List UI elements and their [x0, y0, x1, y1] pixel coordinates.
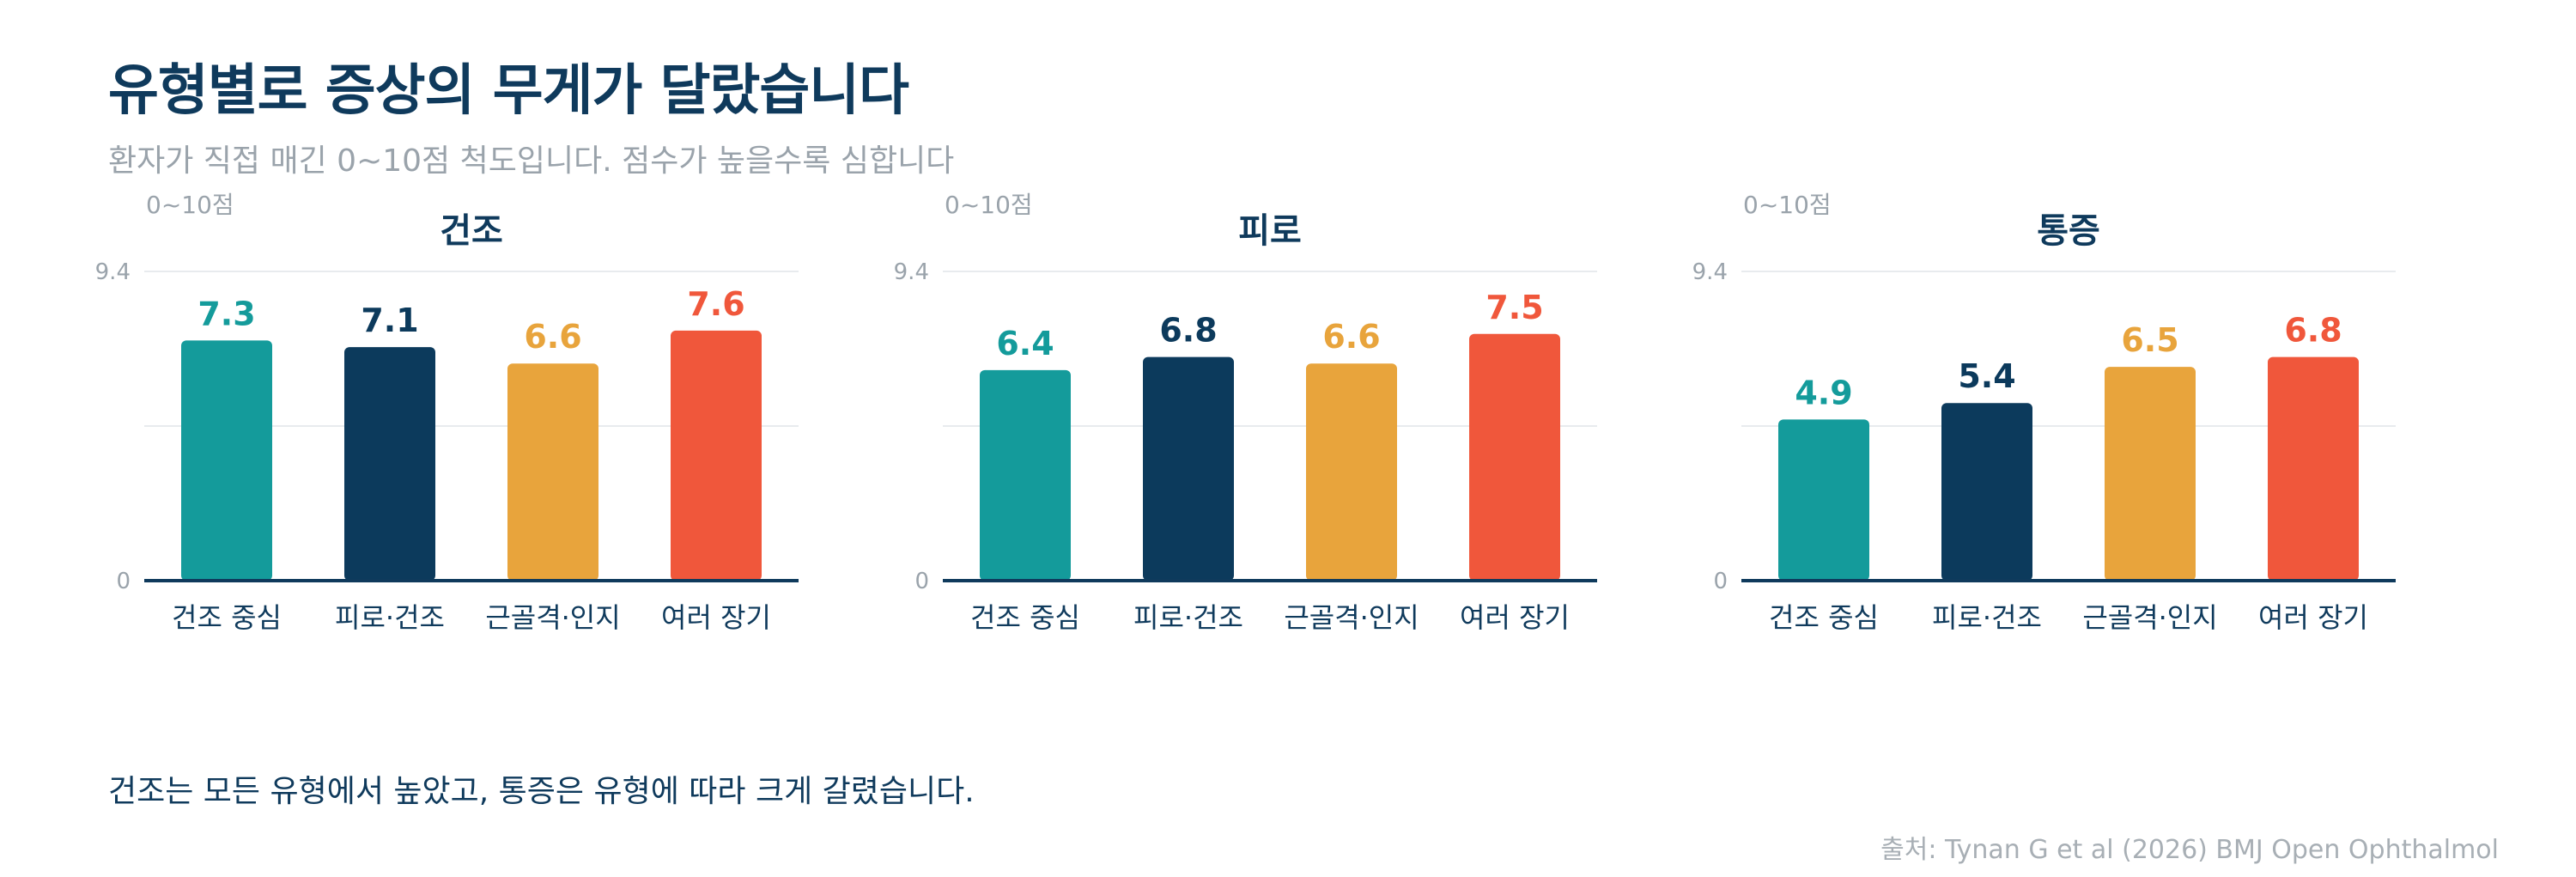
chart-takeaway: 건조는 모든 유형에서 높았고, 통증은 유형에 따라 크게 갈렸습니다.: [108, 774, 975, 809]
bar: [181, 340, 272, 581]
bar: [344, 347, 435, 581]
y-tick-label: 0: [914, 569, 929, 594]
value-label: 6.4: [996, 325, 1054, 362]
value-label: 7.3: [197, 295, 255, 332]
bar: [2268, 356, 2359, 581]
category-label: 건조 중심: [172, 601, 282, 634]
value-label: 7.1: [361, 301, 418, 339]
category-label: 피로·건조: [1932, 601, 2042, 634]
value-label: 6.6: [1322, 318, 1380, 356]
bar: [1143, 356, 1234, 581]
value-label: 5.4: [1958, 357, 2015, 395]
unit-label: 0~10점: [1743, 191, 1832, 219]
category-label: 여러 장기: [661, 601, 771, 634]
value-label: 6.8: [1159, 312, 1217, 350]
value-label: 6.8: [2284, 312, 2342, 350]
category-label: 피로·건조: [335, 601, 445, 634]
y-tick-label: 9.4: [95, 259, 131, 285]
bar: [1941, 403, 2032, 581]
bar: [2105, 367, 2196, 581]
panel-title: 통증: [2037, 211, 2100, 251]
value-label: 7.6: [687, 285, 744, 323]
bar: [1306, 363, 1397, 581]
value-label: 4.9: [1795, 374, 1852, 411]
category-label: 건조 중심: [1769, 601, 1879, 634]
panel-title: 피로: [1238, 211, 1302, 251]
chart-subtitle: 환자가 직접 매긴 0~10점 척도입니다. 점수가 높을수록 심합니다: [108, 143, 955, 179]
unit-label: 0~10점: [945, 191, 1033, 219]
panel-title: 건조: [440, 211, 503, 251]
value-label: 6.5: [2121, 321, 2178, 359]
y-tick-label: 9.4: [1692, 259, 1728, 285]
category-label: 근골격·인지: [1284, 601, 1419, 634]
bar: [980, 369, 1071, 581]
category-label: 근골격·인지: [2082, 601, 2217, 634]
category-label: 여러 장기: [1460, 601, 1570, 634]
bar: [1469, 333, 1560, 581]
bar: [507, 363, 598, 581]
y-tick-label: 0: [116, 569, 131, 594]
value-label: 7.5: [1485, 289, 1543, 326]
bar: [671, 330, 762, 581]
chart-headline: 유형별로 증상의 무게가 달랐습니다: [108, 59, 909, 123]
unit-label: 0~10점: [146, 191, 234, 219]
category-label: 여러 장기: [2258, 601, 2368, 634]
source-note: 출처: Tynan G et al (2026) BMJ Open Ophtha…: [1880, 835, 2499, 865]
y-tick-label: 0: [1713, 569, 1728, 594]
y-tick-label: 9.4: [894, 259, 929, 285]
category-label: 피로·건조: [1133, 601, 1243, 634]
value-label: 6.6: [524, 318, 581, 356]
category-label: 건조 중심: [970, 601, 1080, 634]
bar: [1778, 419, 1869, 581]
category-label: 근골격·인지: [485, 601, 620, 634]
